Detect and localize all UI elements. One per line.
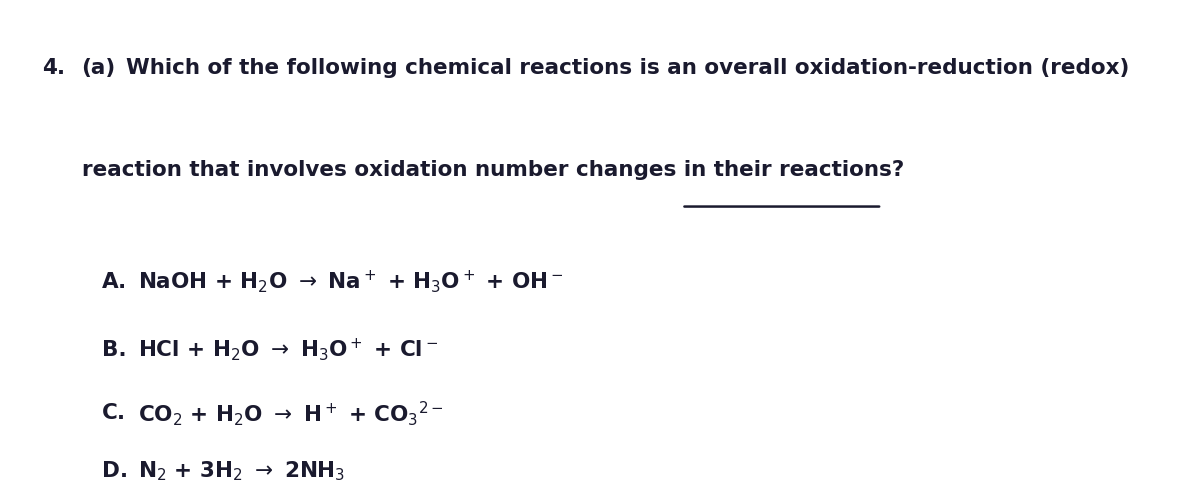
- Text: C.: C.: [102, 403, 126, 423]
- Text: reaction that involves oxidation number changes in their reactions?: reaction that involves oxidation number …: [82, 160, 904, 180]
- Text: NaOH + H$_2$O $\rightarrow$ Na$^+$ + H$_3$O$^+$ + OH$^-$: NaOH + H$_2$O $\rightarrow$ Na$^+$ + H$_…: [138, 268, 564, 295]
- Text: Which of the following chemical reactions is an overall oxidation-reduction (red: Which of the following chemical reaction…: [126, 58, 1129, 78]
- Text: CO$_2$ + H$_2$O $\rightarrow$ H$^+$ + CO$_3$$^{2-}$: CO$_2$ + H$_2$O $\rightarrow$ H$^+$ + CO…: [138, 399, 444, 428]
- Text: B.: B.: [102, 340, 127, 360]
- Text: 4.: 4.: [42, 58, 65, 78]
- Text: HCl + H$_2$O $\rightarrow$ H$_3$O$^+$ + Cl$^-$: HCl + H$_2$O $\rightarrow$ H$_3$O$^+$ + …: [138, 336, 438, 364]
- Text: A.: A.: [102, 272, 127, 292]
- Text: N$_2$ + 3H$_2$ $\rightarrow$ 2NH$_3$: N$_2$ + 3H$_2$ $\rightarrow$ 2NH$_3$: [138, 460, 344, 483]
- Text: D.: D.: [102, 461, 128, 482]
- Text: (a): (a): [82, 58, 116, 78]
